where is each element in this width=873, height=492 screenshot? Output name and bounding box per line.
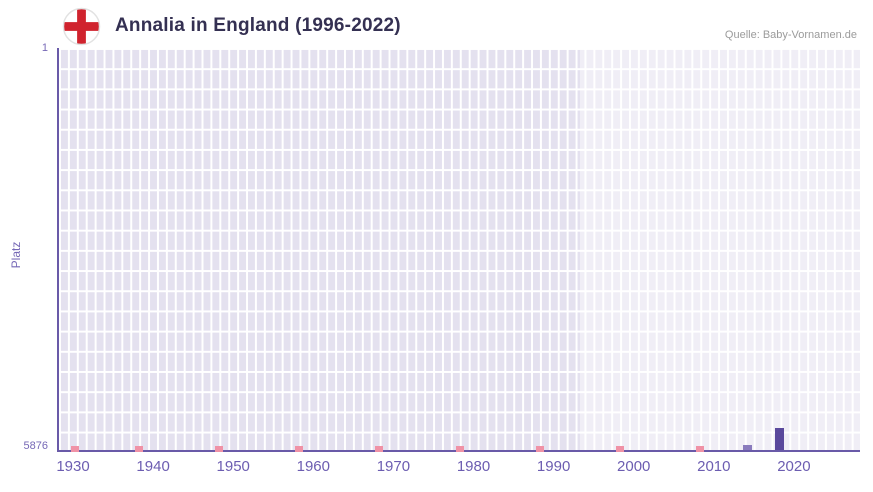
rank-bar-2018 [775,427,785,450]
bottom-tick-1930 [71,446,80,452]
x-tick-label-1940: 1940 [136,458,170,475]
header: Annalia in England (1996-2022) Quelle: B… [62,6,857,48]
plot-area [57,48,860,452]
england-flag-icon [62,7,101,46]
bottom-tick-1998 [615,446,624,452]
x-tick-label-2010: 2010 [697,458,731,475]
x-axis-labels: 1930 1940 1950 1960 1970 1980 1990 2000 2010 2020 [56,454,860,480]
x-tick-label-1950: 1950 [216,458,250,475]
x-tick-label-1990: 1990 [536,458,571,475]
x-tick-label-1930: 1930 [56,458,90,475]
y-axis-title: Platz [9,241,23,269]
bottom-tick-1938 [135,446,144,452]
bottom-tick-1958 [295,446,304,452]
bottom-tick-1988 [535,446,544,452]
x-tick-label-2000: 2000 [617,458,651,475]
x-tick-label-1970: 1970 [376,458,411,475]
bottom-tick-1978 [455,446,464,452]
source-attribution: Quelle: Baby-Vornamen.de [724,29,857,41]
page-title: Annalia in England (1996-2022) [115,15,401,36]
y-axis-label-bottom: 5876 [23,440,48,452]
highlight-band [579,48,860,450]
bottom-tick-1948 [215,446,224,452]
x-tick-label-1980: 1980 [456,458,491,475]
x-tick-label-2020: 2020 [777,458,811,475]
bottom-tick-1968 [375,446,384,452]
bottom-tick-2008 [695,446,704,452]
y-axis-label-top: 1 [41,42,48,54]
rank-bar-2014 [743,444,753,450]
x-tick-label-1960: 1960 [296,458,330,475]
